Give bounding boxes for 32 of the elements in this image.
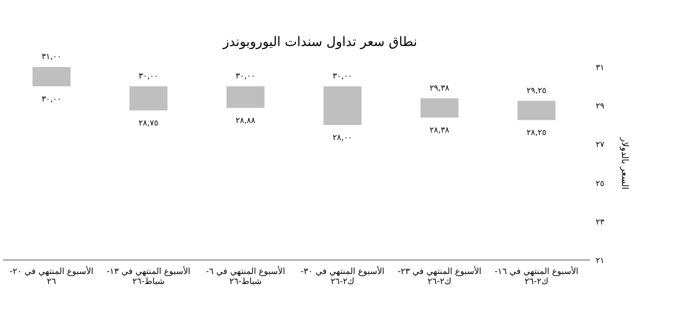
- y-tick-label: ٢٩: [596, 102, 604, 111]
- y-tick-label: ٢٣: [596, 217, 605, 226]
- y-tick-label: ٢٥: [596, 178, 604, 188]
- x-tick-label: الأسبوع المنتهي في ٣٠- ك٢-٢٦: [300, 265, 384, 287]
- annotation: ٣٠,٠٠: [138, 71, 158, 80]
- annotation: ٢٨,٣٨: [430, 126, 450, 135]
- y-axis-title: السعر بالدولار: [619, 136, 629, 190]
- annotation: ٢٩,٣٨: [430, 83, 450, 92]
- annotation: ٣٠,٠٠: [332, 71, 352, 80]
- candlestick: [420, 98, 458, 118]
- annotation: ٢٨,٠٠: [332, 132, 352, 142]
- x-tick-label: الأسبوع المنتهي في ١٦- ك٢-٢٦: [494, 265, 578, 287]
- candlestick: [32, 67, 70, 86]
- annotation: ٢٨,٨٨: [236, 116, 256, 125]
- annotation: ٣١,٠٠: [42, 52, 62, 61]
- candlestick: [130, 86, 168, 110]
- x-tick-label: الأسبوع المنتهي في ١٣- شباط-٢٦: [106, 265, 190, 287]
- annotation: ٢٨,٧٥: [138, 118, 158, 128]
- x-tick-label: الأسبوع المنتهي في ٢٠- ٢٦: [10, 265, 94, 287]
- annotation: ٢٨,٢٥: [526, 128, 546, 138]
- x-tick-label: الأسبوع المنتهي في ٢٣- ك٢-٢٦: [398, 265, 482, 287]
- x-tick-label: الأسبوع المنتهي في ٦- شباط-٢٦: [206, 265, 286, 287]
- y-tick-label: ٢١: [596, 256, 604, 265]
- y-tick-label: ٣١: [596, 63, 604, 72]
- chart-title: نطاق سعر تداول سندات اليوروبوندز: [222, 35, 418, 50]
- candlestick: [226, 86, 264, 108]
- candlestick: [324, 86, 362, 125]
- annotation: ٣٠,٠٠: [236, 71, 256, 80]
- annotation: ٣٠,٠٠: [42, 94, 62, 104]
- candlestick: [518, 100, 556, 120]
- y-tick-label: ٢٧: [596, 140, 605, 150]
- annotation: ٢٩,٢٥: [526, 86, 546, 95]
